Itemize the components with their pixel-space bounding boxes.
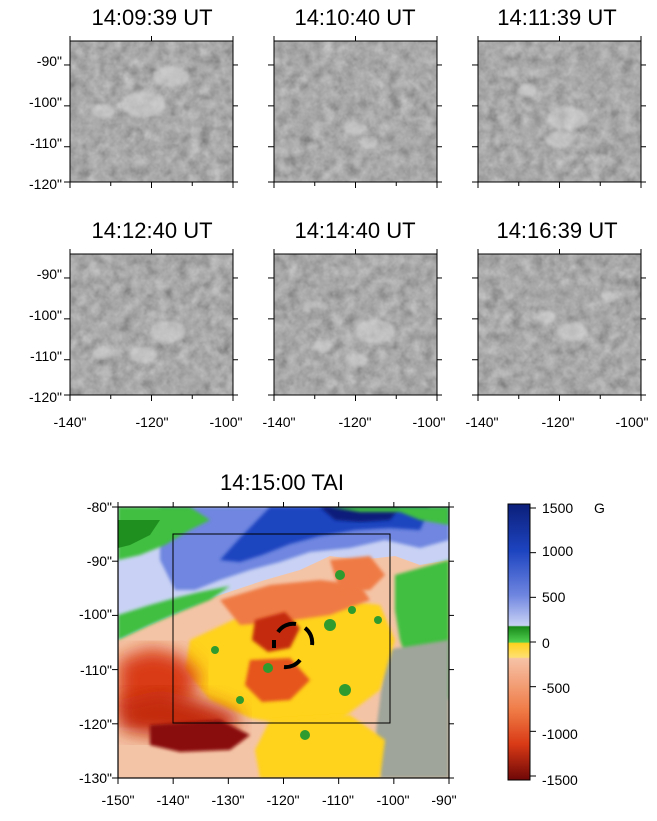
- y-tick-top-110: -110": [30, 135, 62, 151]
- y-tick-top-120: -120": [29, 176, 62, 192]
- magnetogram-image: [118, 507, 449, 778]
- x-tick-p3-140: -140": [466, 414, 499, 430]
- magnetogram-title: 14:15:00 TAI: [220, 470, 344, 495]
- x-tick-p2-140: -140": [263, 414, 296, 430]
- x-tick-p2-100: -100": [413, 414, 446, 430]
- mag-x-tick-100: -100": [377, 792, 410, 808]
- mag-y-tick-90: -90": [87, 553, 112, 569]
- panel-title-3: 14:11:39 UT: [497, 5, 616, 30]
- mag-x-tick-120: -120": [267, 792, 300, 808]
- mag-x-tick-140: -140": [157, 792, 190, 808]
- zoom-box: [172, 533, 391, 724]
- panel-title-2: 14:10:40 UT: [294, 5, 415, 30]
- image-panel: [64, 249, 238, 401]
- x-tick-p3-100: -100": [616, 414, 649, 430]
- y-tick-top-90: -90": [37, 53, 62, 69]
- panel-title-1: 14:09:39 UT: [91, 5, 212, 30]
- colorbar-label-1000: 1000: [542, 543, 573, 559]
- image-panel: [472, 36, 646, 188]
- x-tick-p2-120: -120": [339, 414, 372, 430]
- colorbar: [507, 503, 531, 781]
- flare-circle-marker: [272, 621, 315, 670]
- mag-y-tick-80: -80": [87, 499, 112, 515]
- x-tick-p1-100: -100": [210, 414, 243, 430]
- y-tick-bot-100: -100": [29, 307, 62, 323]
- panel-title-5: 14:14:40 UT: [294, 218, 415, 243]
- image-panel: [472, 249, 646, 401]
- mag-x-tick-90: -90": [431, 792, 456, 808]
- panel-title-6: 14:16:39 UT: [496, 218, 617, 243]
- image-panel: [268, 36, 442, 188]
- image-panel: [268, 249, 442, 401]
- colorbar-label-0: 0: [542, 635, 550, 651]
- colorbar-label-m500: -500: [542, 680, 570, 696]
- colorbar-label-500: 500: [542, 589, 566, 605]
- colorbar-label-m1000: -1000: [542, 726, 578, 742]
- y-tick-bot-90: -90": [37, 266, 62, 282]
- colorbar-label-1500: 1500: [542, 500, 573, 516]
- image-panel: [64, 36, 238, 188]
- x-tick-p1-140: -140": [54, 414, 87, 430]
- colorbar-unit: G: [594, 500, 605, 516]
- x-tick-p1-120: -120": [136, 414, 169, 430]
- mag-x-tick-150: -150": [102, 792, 135, 808]
- x-tick-p3-120: -120": [542, 414, 575, 430]
- colorbar-label-m1500: -1500: [542, 772, 578, 788]
- magnetogram-ticks: [112, 502, 454, 784]
- y-tick-top-100: -100": [29, 94, 62, 110]
- colorbar-ticks: [530, 507, 536, 777]
- mag-x-tick-130: -130": [212, 792, 245, 808]
- mag-y-tick-130: -130": [79, 770, 112, 786]
- mag-y-tick-120: -120": [79, 716, 112, 732]
- y-tick-bot-120: -120": [29, 389, 62, 405]
- panel-title-4: 14:12:40 UT: [91, 218, 212, 243]
- mag-y-tick-110: -110": [80, 662, 112, 678]
- mag-x-tick-110: -110": [322, 792, 354, 808]
- y-tick-bot-110: -110": [30, 348, 62, 364]
- image-panels: [64, 36, 646, 401]
- mag-y-tick-100: -100": [79, 606, 112, 622]
